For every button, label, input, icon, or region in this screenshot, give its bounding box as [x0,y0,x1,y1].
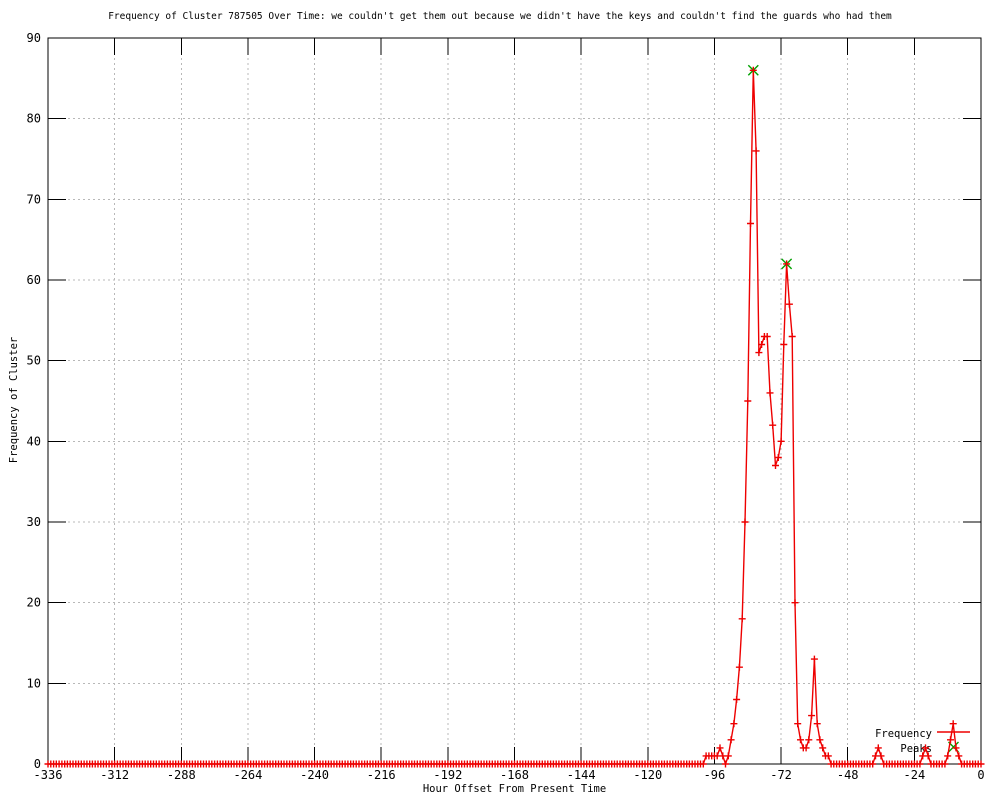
grid-lines [48,38,981,764]
x-tick-label: -144 [567,768,596,782]
x-tick-label: -312 [100,768,129,782]
y-tick-label: 80 [27,112,41,126]
y-tick-label: 20 [27,596,41,610]
x-tick-label: -264 [233,768,262,782]
x-tick-label: -288 [167,768,196,782]
x-axis-label: Hour Offset From Present Time [422,783,607,795]
x-tick-label: -192 [433,768,462,782]
x-tick-label: -72 [770,768,792,782]
y-axis-label: Frequency of Cluster [8,336,20,464]
y-tick-label: 40 [27,434,41,448]
x-tick-label: -240 [300,768,329,782]
x-tick-label: -96 [704,768,726,782]
x-tick-label: -24 [904,768,926,782]
x-tick-label: -168 [500,768,529,782]
y-tick-label: 70 [27,192,41,206]
y-tick-label: 50 [27,354,41,368]
y-tick-label: 90 [27,31,41,45]
x-tick-label: -216 [367,768,396,782]
legend-label-frequency: Frequency [875,728,932,740]
axes [47,37,982,765]
y-tick-label: 0 [34,757,41,771]
y-tick-label: 10 [27,676,41,690]
x-tick-label: -120 [633,768,662,782]
plot-border [47,37,982,765]
y-tick-label: 60 [27,273,41,287]
frequency-point-markers [44,66,985,768]
chart-title: Frequency of Cluster 787505 Over Time: w… [108,11,892,22]
tick-labels: -336 -312 -288 -264 -240 -216 -192 -168 -144 -120… [27,31,985,782]
x-tick-label: 0 [977,768,984,782]
y-tick-label: 30 [27,515,41,529]
x-tick-label: -48 [837,768,859,782]
x-tick-label: -336 [34,768,63,782]
